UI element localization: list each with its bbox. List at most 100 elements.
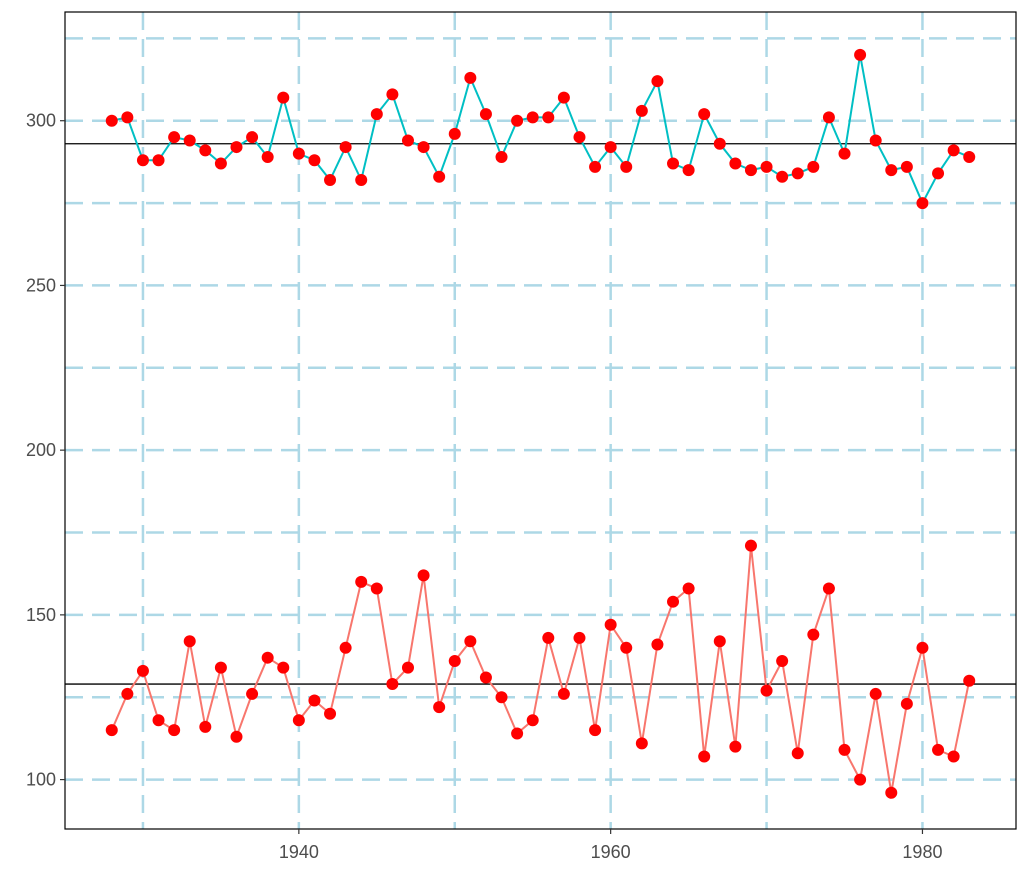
data-point-series-2 xyxy=(667,595,680,608)
data-point-series-2 xyxy=(682,582,695,595)
tick-labels: 100 150 200 250 300 1940 1960 1980 xyxy=(26,111,943,862)
data-point-series-2 xyxy=(713,635,726,648)
data-point-series-1 xyxy=(246,131,259,144)
data-point-series-2 xyxy=(324,707,337,720)
data-point-series-2 xyxy=(838,743,851,756)
data-point-series-1 xyxy=(339,141,352,154)
data-point-series-1 xyxy=(557,91,570,104)
series-line-2 xyxy=(110,545,971,793)
data-point-series-1 xyxy=(682,164,695,177)
data-point-series-1 xyxy=(479,108,492,121)
data-point-series-2 xyxy=(479,671,492,684)
data-point-series-1 xyxy=(433,170,446,183)
data-point-series-1 xyxy=(729,157,742,170)
y-tick-label: 200 xyxy=(26,440,56,460)
data-point-series-1 xyxy=(807,160,820,173)
data-point-series-2 xyxy=(947,750,960,763)
data-point-series-1 xyxy=(947,144,960,157)
data-point-series-2 xyxy=(417,569,430,582)
data-point-series-2 xyxy=(604,618,617,631)
data-point-series-2 xyxy=(822,582,835,595)
data-point-series-1 xyxy=(900,160,913,173)
data-point-series-1 xyxy=(292,147,305,160)
data-point-series-1 xyxy=(526,111,539,124)
data-point-series-1 xyxy=(464,71,477,84)
data-point-series-2 xyxy=(199,720,212,733)
y-tick-label: 150 xyxy=(26,605,56,625)
data-point-series-1 xyxy=(417,141,430,154)
data-point-series-1 xyxy=(713,137,726,150)
data-point-series-2 xyxy=(698,750,711,763)
data-point-series-1 xyxy=(854,48,867,61)
data-point-series-1 xyxy=(651,75,664,88)
data-point-series-2 xyxy=(932,743,945,756)
y-tick-label: 100 xyxy=(26,770,56,790)
data-point-series-1 xyxy=(136,154,149,167)
data-point-series-1 xyxy=(932,167,945,180)
x-tick-label: 1980 xyxy=(902,842,942,862)
data-point-series-2 xyxy=(386,678,399,691)
data-point-series-2 xyxy=(105,724,118,737)
data-point-series-2 xyxy=(152,714,165,727)
y-tick-label: 300 xyxy=(26,111,56,131)
data-point-series-1 xyxy=(199,144,212,157)
data-point-series-1 xyxy=(495,150,508,163)
data-point-series-2 xyxy=(963,674,976,687)
data-point-series-2 xyxy=(744,539,757,552)
data-point-series-2 xyxy=(651,638,664,651)
data-point-series-2 xyxy=(464,635,477,648)
data-point-series-2 xyxy=(308,694,321,707)
data-point-series-1 xyxy=(542,111,555,124)
data-point-series-2 xyxy=(885,786,898,799)
data-point-series-1 xyxy=(776,170,789,183)
data-point-series-1 xyxy=(277,91,290,104)
data-point-series-1 xyxy=(448,127,461,140)
data-point-series-1 xyxy=(214,157,227,170)
data-point-series-2 xyxy=(854,773,867,786)
data-point-series-2 xyxy=(900,697,913,710)
data-point-series-1 xyxy=(620,160,633,173)
data-point-series-2 xyxy=(526,714,539,727)
data-point-series-1 xyxy=(698,108,711,121)
data-point-series-1 xyxy=(604,141,617,154)
data-points xyxy=(105,48,976,799)
data-point-series-1 xyxy=(183,134,196,147)
data-point-series-1 xyxy=(963,150,976,163)
data-point-series-2 xyxy=(261,651,274,664)
data-point-series-1 xyxy=(885,164,898,177)
data-point-series-2 xyxy=(246,687,259,700)
data-point-series-2 xyxy=(557,687,570,700)
data-point-series-2 xyxy=(589,724,602,737)
data-point-series-2 xyxy=(168,724,181,737)
data-point-series-1 xyxy=(152,154,165,167)
data-point-series-2 xyxy=(355,575,368,588)
data-point-series-1 xyxy=(370,108,383,121)
data-point-series-2 xyxy=(807,628,820,641)
data-point-series-2 xyxy=(183,635,196,648)
data-point-series-2 xyxy=(573,631,586,644)
data-point-series-2 xyxy=(635,737,648,750)
data-point-series-1 xyxy=(121,111,134,124)
data-point-series-1 xyxy=(230,141,243,154)
data-point-series-1 xyxy=(168,131,181,144)
data-point-series-2 xyxy=(776,654,789,667)
data-point-series-2 xyxy=(136,664,149,677)
data-point-series-2 xyxy=(542,631,555,644)
data-point-series-2 xyxy=(511,727,524,740)
data-point-series-1 xyxy=(355,174,368,187)
axis-ticks xyxy=(60,120,924,834)
data-point-series-1 xyxy=(822,111,835,124)
x-tick-label: 1940 xyxy=(279,842,319,862)
data-point-series-1 xyxy=(744,164,757,177)
y-tick-label: 250 xyxy=(26,275,56,295)
data-point-series-1 xyxy=(869,134,882,147)
data-point-series-2 xyxy=(370,582,383,595)
data-point-series-2 xyxy=(916,641,929,654)
plot-border xyxy=(64,11,1017,830)
data-point-series-1 xyxy=(511,114,524,127)
data-point-series-1 xyxy=(573,131,586,144)
data-point-series-2 xyxy=(214,661,227,674)
data-point-series-1 xyxy=(589,160,602,173)
data-point-series-2 xyxy=(230,730,243,743)
data-point-series-2 xyxy=(869,687,882,700)
